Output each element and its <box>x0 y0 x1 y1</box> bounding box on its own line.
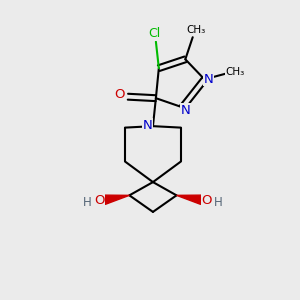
Text: N: N <box>181 104 190 117</box>
Text: O: O <box>202 194 212 207</box>
Text: CH₃: CH₃ <box>226 67 245 77</box>
Text: CH₃: CH₃ <box>186 25 205 35</box>
Text: Cl: Cl <box>148 27 160 40</box>
Text: O: O <box>114 88 125 101</box>
Text: O: O <box>94 194 104 207</box>
Polygon shape <box>103 195 129 204</box>
Text: N: N <box>204 73 214 86</box>
Text: N: N <box>143 119 152 132</box>
Polygon shape <box>176 195 202 204</box>
Text: H: H <box>214 196 223 209</box>
Text: H: H <box>83 196 92 209</box>
